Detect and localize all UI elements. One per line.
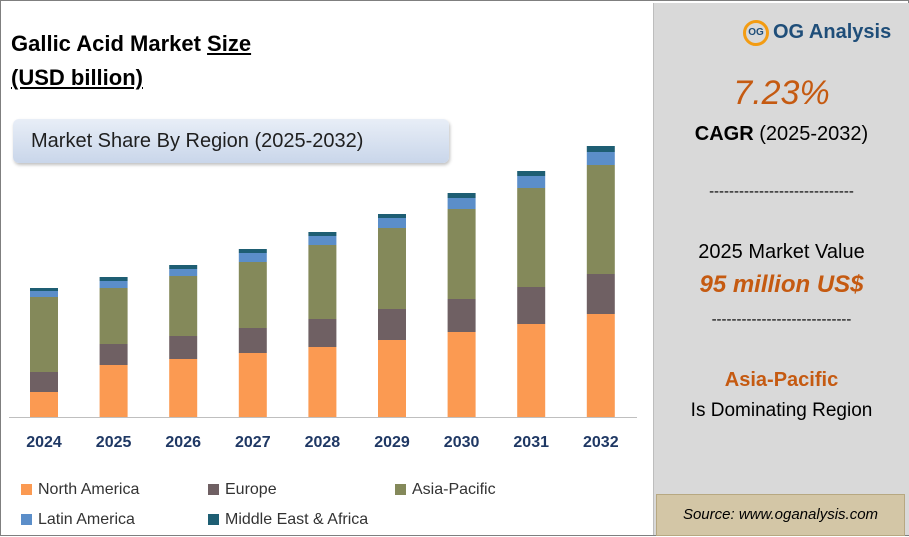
- legend-label: Asia-Pacific: [412, 481, 496, 498]
- x-tick-label: 2025: [96, 434, 132, 451]
- x-tick-label: 2028: [305, 434, 341, 451]
- bar-segment-2024-4: [30, 288, 58, 291]
- bar-segment-2031-4: [517, 171, 546, 176]
- dominating-region: Asia-Pacific: [724, 369, 839, 391]
- bar-segment-2030-4: [447, 193, 476, 198]
- bar-segment-2024-1: [30, 372, 58, 392]
- bar-segment-2030-1: [447, 299, 476, 332]
- bar-segment-2029-4: [378, 214, 406, 218]
- og-analysis-logo: OG OG Analysis: [743, 20, 903, 50]
- bar-segment-2028-3: [308, 236, 337, 245]
- bar-segment-2032-0: [586, 314, 615, 417]
- legend-item: Asia-Pacific: [395, 481, 496, 499]
- bar-segment-2029-0: [378, 340, 406, 417]
- x-tick-label: 2027: [235, 434, 271, 451]
- bar-segment-2028-2: [308, 245, 337, 319]
- title-text-underlined: Size: [207, 31, 252, 56]
- legend-label: Europe: [225, 481, 277, 498]
- legend-swatch: [395, 484, 406, 496]
- bar-segment-2027-0: [238, 353, 267, 417]
- chart-title: Gallic Acid Market Size (USD billion): [11, 27, 251, 95]
- bar-segment-2026-2: [169, 276, 198, 336]
- bar-segment-2029-3: [378, 218, 406, 228]
- bar-segment-2027-3: [238, 253, 267, 262]
- bar-segment-2028-0: [308, 347, 337, 417]
- legend-item: Europe: [208, 481, 277, 499]
- bar-segment-2025-0: [99, 365, 128, 417]
- legend-swatch: [208, 484, 219, 496]
- x-tick-label: 2030: [444, 434, 480, 451]
- logo-text: OG Analysis: [773, 21, 892, 43]
- divider-1: -----------------------------: [709, 183, 854, 200]
- bar-segment-2032-4: [586, 146, 615, 152]
- summary-panel: OG OG Analysis 7.23% CAGR (2025-2032) --…: [653, 3, 909, 536]
- bar-segment-2027-1: [238, 328, 267, 353]
- bar-segment-2025-1: [99, 344, 128, 365]
- bar-segment-2032-1: [586, 274, 615, 314]
- x-tick-label: 2029: [374, 434, 410, 451]
- bar-segment-2024-0: [30, 392, 58, 417]
- bar-segment-2028-1: [308, 319, 337, 347]
- bar-segment-2025-4: [99, 277, 128, 281]
- legend-swatch: [21, 514, 32, 526]
- legend-label: North America: [38, 481, 140, 498]
- bar-segment-2030-2: [447, 209, 476, 299]
- x-tick-label: 2026: [165, 434, 201, 451]
- cagr-period: (2025-2032): [753, 123, 869, 145]
- bar-segment-2031-2: [517, 188, 546, 287]
- bar-segment-2024-2: [30, 297, 58, 372]
- subtitle-banner: Market Share By Region (2025-2032): [13, 119, 449, 163]
- bar-segment-2030-0: [447, 332, 476, 417]
- bar-segment-2031-0: [517, 324, 546, 417]
- bar-segment-2025-2: [99, 288, 128, 344]
- legend-item: Middle East & Africa: [208, 511, 368, 529]
- legend-label: Middle East & Africa: [225, 511, 369, 528]
- divider-2: ----------------------------: [711, 311, 852, 328]
- bar-segment-2027-4: [238, 249, 267, 253]
- bar-segment-2026-3: [169, 269, 198, 276]
- x-tick-label: 2032: [583, 434, 619, 451]
- market-value-label: 2025 Market Value: [698, 241, 865, 263]
- legend-item: North America: [21, 481, 139, 499]
- dominating-region-label: Is Dominating Region: [690, 400, 873, 421]
- bar-segment-2026-1: [169, 336, 198, 359]
- market-value: 95 million US$: [699, 271, 864, 298]
- legend-item: Latin America: [21, 511, 135, 529]
- bar-segment-2025-3: [99, 281, 128, 288]
- legend-swatch: [208, 514, 219, 526]
- bar-segment-2031-3: [517, 176, 546, 188]
- source-box: Source: www.oganalysis.com: [656, 494, 905, 536]
- title-text: Gallic Acid Market: [11, 31, 208, 56]
- title-unit: (USD billion): [11, 65, 143, 90]
- cagr-label-bold: CAGR: [694, 123, 754, 145]
- bar-segment-2032-2: [586, 165, 615, 274]
- bar-segment-2029-1: [378, 309, 406, 340]
- bar-segment-2024-3: [30, 291, 58, 297]
- stacked-bar-chart: 2024 2025 2026 2027 2028 2029 2030 2031 2032: [9, 146, 637, 451]
- bar-segment-2027-2: [238, 262, 267, 328]
- subtitle-text: Market Share By Region (2025-2032): [31, 130, 364, 152]
- logo-mark-icon: OG: [743, 20, 769, 46]
- bar-segment-2026-0: [169, 359, 198, 417]
- bar-segment-2026-4: [169, 265, 198, 269]
- legend-swatch: [21, 484, 32, 496]
- x-tick-label: 2031: [513, 434, 549, 451]
- bar-segment-2032-3: [586, 152, 615, 165]
- cagr-label: CAGR (2025-2032): [654, 123, 909, 146]
- x-tick-label: 2024: [26, 434, 62, 451]
- bar-segment-2031-1: [517, 287, 546, 324]
- cagr-value: 7.23%: [733, 74, 830, 112]
- legend-label: Latin America: [38, 511, 135, 528]
- bar-segment-2028-4: [308, 232, 337, 236]
- bar-segment-2030-3: [447, 198, 476, 209]
- bar-segment-2029-2: [378, 228, 406, 309]
- source-text: Source: www.oganalysis.com: [682, 506, 879, 523]
